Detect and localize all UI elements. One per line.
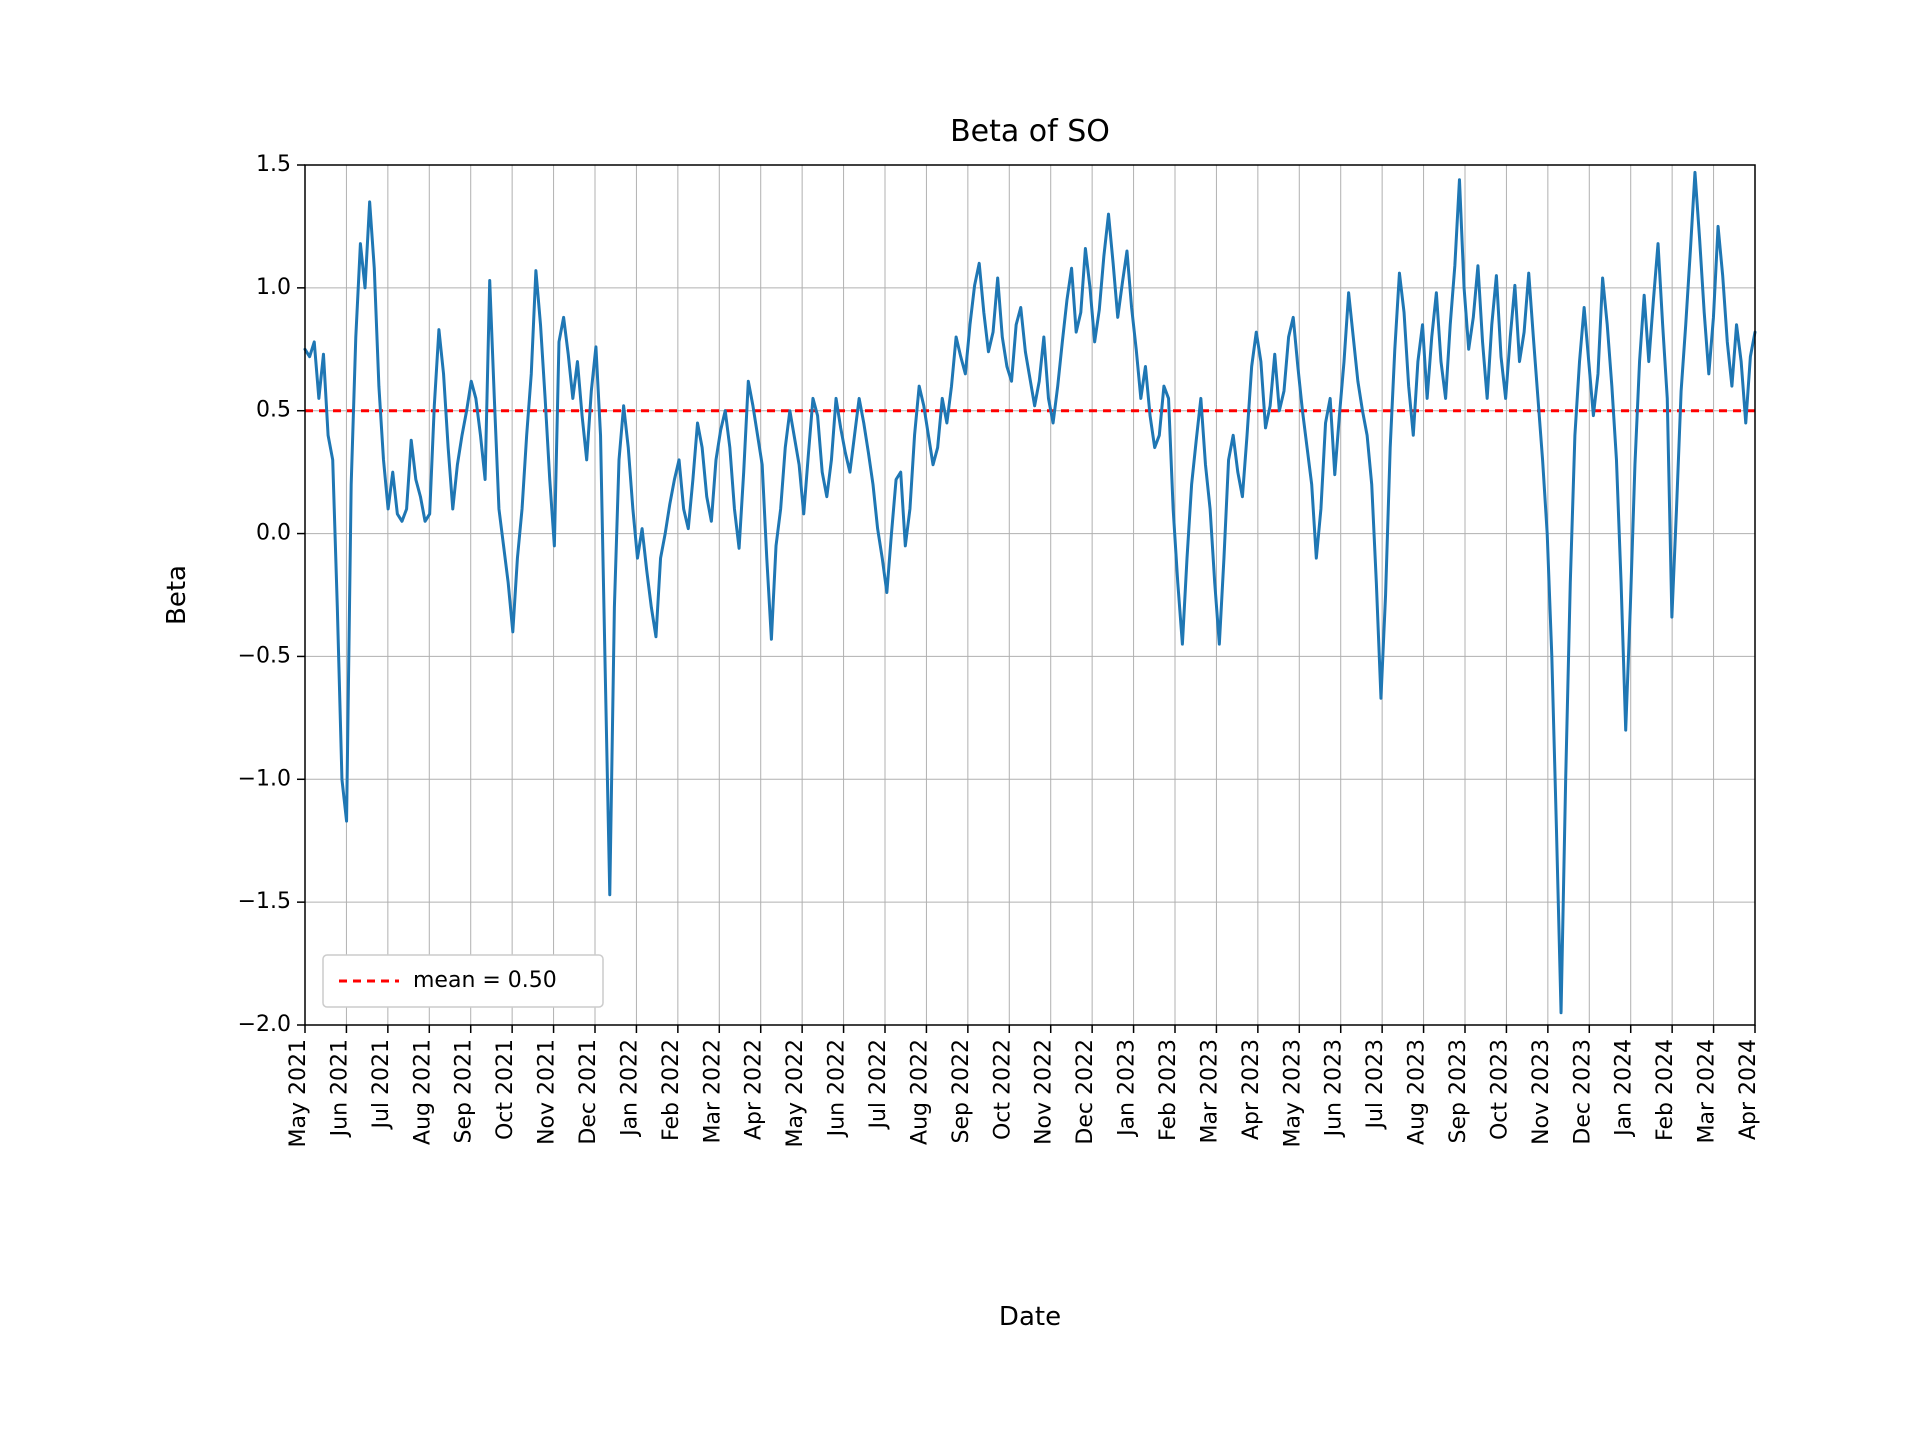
ytick-label: −1.5 — [238, 889, 291, 914]
xtick-label: Feb 2023 — [1156, 1039, 1181, 1141]
chart-title: Beta of SO — [950, 114, 1110, 149]
xtick-label: Aug 2023 — [1405, 1039, 1430, 1145]
xtick-label: Apr 2024 — [1736, 1039, 1761, 1140]
xtick-label: Nov 2022 — [1032, 1039, 1057, 1145]
xtick-label: May 2023 — [1280, 1039, 1305, 1147]
xtick-label: Mar 2023 — [1197, 1039, 1222, 1144]
ytick-label: 0.0 — [256, 521, 291, 546]
chart-container: −2.0 −1.5 −1.0 −0.5 0.0 0.5 1.0 1.5 May 2021 Jun … — [105, 85, 1815, 1355]
xtick-label: Dec 2023 — [1570, 1039, 1595, 1145]
ytick-label: 1.5 — [256, 152, 291, 177]
xtick-label: Jan 2024 — [1612, 1039, 1637, 1138]
xtick-label: Jun 2023 — [1322, 1039, 1347, 1138]
ytick-label: −2.0 — [238, 1012, 291, 1037]
xtick-label: Apr 2023 — [1239, 1039, 1264, 1140]
xtick-label: Jul 2023 — [1363, 1039, 1388, 1131]
xtick-label: May 2021 — [286, 1039, 311, 1147]
xtick-label: Feb 2024 — [1653, 1039, 1678, 1141]
xtick-label: Mar 2022 — [700, 1039, 725, 1144]
xlabel: Date — [999, 1302, 1061, 1332]
xtick-label: Aug 2022 — [907, 1039, 932, 1145]
xtick-label: Oct 2022 — [990, 1039, 1015, 1140]
xtick-label: May 2022 — [783, 1039, 808, 1147]
legend-label: mean = 0.50 — [413, 968, 557, 993]
xtick-label: Oct 2021 — [493, 1039, 518, 1140]
xtick-label: Nov 2021 — [535, 1039, 560, 1145]
ytick-label: −1.0 — [238, 766, 291, 791]
ytick-label: 1.0 — [256, 275, 291, 300]
xtick-label: Oct 2023 — [1487, 1039, 1512, 1140]
ytick-label: −0.5 — [238, 643, 291, 668]
xtick-label: Aug 2021 — [410, 1039, 435, 1145]
xtick-label: Jun 2021 — [327, 1039, 352, 1138]
xtick-label: Jul 2021 — [369, 1039, 394, 1131]
xtick-label: Sep 2023 — [1446, 1039, 1471, 1143]
ytick-label: 0.5 — [256, 398, 291, 423]
beta-chart: −2.0 −1.5 −1.0 −0.5 0.0 0.5 1.0 1.5 May 2021 Jun … — [105, 85, 1815, 1355]
xtick-label: Apr 2022 — [742, 1039, 767, 1140]
xtick-label: Dec 2021 — [576, 1039, 601, 1145]
xtick-label: Feb 2022 — [659, 1039, 684, 1141]
xtick-label: Mar 2024 — [1695, 1039, 1720, 1144]
xtick-label: Sep 2021 — [452, 1039, 477, 1143]
xtick-label: Nov 2023 — [1529, 1039, 1554, 1145]
xtick-label: Jan 2022 — [617, 1039, 642, 1138]
xtick-label: Jul 2022 — [866, 1039, 891, 1131]
xtick-label: Jun 2022 — [825, 1039, 850, 1138]
xtick-label: Sep 2022 — [949, 1039, 974, 1143]
ylabel: Beta — [162, 565, 192, 625]
plot-bg — [305, 165, 1755, 1025]
xtick-label: Dec 2022 — [1073, 1039, 1098, 1145]
xtick-label: Jan 2023 — [1115, 1039, 1140, 1138]
